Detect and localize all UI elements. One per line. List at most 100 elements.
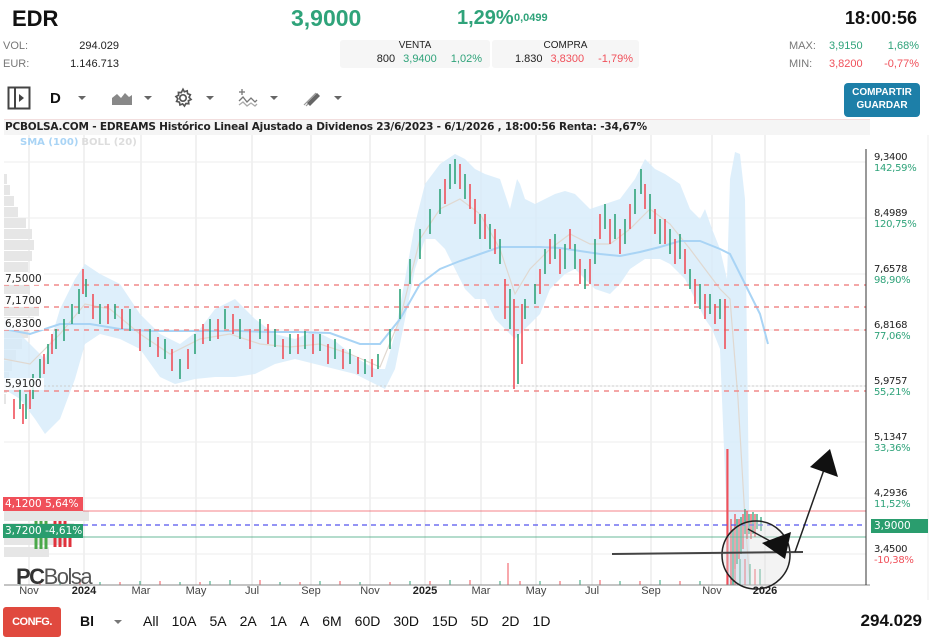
level-label: 7,1700 xyxy=(3,295,44,307)
x-tick: Sep xyxy=(641,585,661,597)
range-2d[interactable]: 2D xyxy=(501,613,520,629)
share-save-button[interactable]: COMPARTIR GUARDAR xyxy=(844,83,920,117)
x-tick: May xyxy=(525,585,547,597)
volume-label: VOL: xyxy=(3,40,29,52)
legend-sma[interactable]: SMA (100) xyxy=(20,137,79,148)
buy-title: COMPRA xyxy=(543,40,588,51)
share-label: COMPARTIR xyxy=(852,87,912,98)
x-tick: Nov xyxy=(702,585,722,597)
volume-row: VOL: 294.029 xyxy=(3,40,119,52)
sell-price: 3,9400 xyxy=(403,53,437,65)
chevron-down-icon xyxy=(334,96,342,100)
save-label: GUARDAR xyxy=(856,100,908,111)
range-6m[interactable]: 6M xyxy=(322,613,342,629)
range-1a[interactable]: 1A xyxy=(269,613,287,629)
max-label: MAX: xyxy=(789,40,816,52)
max-price: 3,9150 xyxy=(829,40,863,52)
chart-title: PCBOLSA.COM - EDREAMS Histórico Lineal A… xyxy=(5,121,647,133)
gear-icon xyxy=(174,87,193,108)
x-tick: May xyxy=(185,585,207,597)
sell-title: VENTA xyxy=(398,40,432,51)
turnover-label: EUR: xyxy=(3,58,30,70)
range-a[interactable]: A xyxy=(299,613,310,629)
volume-total: 294.029 xyxy=(860,611,922,630)
quote-header: EDR 3,9000 1,29% 0,0499 18:00:56 VOL: 294… xyxy=(0,0,935,80)
settings-dropdown[interactable] xyxy=(172,84,214,112)
x-tick: Mar xyxy=(131,585,151,597)
upper-level-badge: 4,1200 5,64% xyxy=(3,497,83,511)
range-all[interactable]: All xyxy=(143,613,159,629)
quote-time: 18:00:56 xyxy=(844,8,917,28)
config-button[interactable]: CONFG. xyxy=(3,607,61,637)
y-axis-label: 5,9757 55,21% xyxy=(874,376,911,398)
x-tick-year: 2024 xyxy=(71,585,97,597)
price-chart[interactable]: PCBOLSA.COM - EDREAMS Histórico Lineal A… xyxy=(0,119,935,600)
buy-pct: -1,79% xyxy=(598,53,633,65)
change-percent: 1,29% xyxy=(457,7,514,29)
range-2a[interactable]: 2A xyxy=(239,613,257,629)
chevron-down-icon xyxy=(270,96,278,100)
chart-legend: SMA (100) BOLL (20) xyxy=(20,137,137,148)
chevron-down-icon xyxy=(206,96,214,100)
current-price-tag: 3,9000 xyxy=(871,519,928,533)
chevron-down-icon[interactable] xyxy=(114,620,122,624)
y-axis-label: 5,1347 33,36% xyxy=(874,432,911,454)
interval-label: D xyxy=(50,89,61,107)
min-pct: -0,77% xyxy=(884,58,919,70)
range-10a[interactable]: 10A xyxy=(171,613,197,629)
lower-level-badge: 3,7200 -4,61% xyxy=(3,524,83,538)
x-tick: Nov xyxy=(360,585,380,597)
range-5d[interactable]: 5D xyxy=(470,613,489,629)
sidebar-toggle-button[interactable] xyxy=(7,84,31,112)
indicators-dropdown[interactable] xyxy=(238,84,278,112)
x-tick: Jul xyxy=(244,585,260,597)
y-axis-label: 8,4989 120,75% xyxy=(874,208,917,230)
sidebar-toggle-icon xyxy=(7,86,31,110)
chart-toolbar: D xyxy=(0,84,935,116)
min-price: 3,8200 xyxy=(829,58,863,70)
x-tick-year: 2025 xyxy=(412,585,438,597)
x-axis: Nov 2024 Mar May Jul Sep Nov 2025 Mar Ma… xyxy=(0,585,870,600)
chart-type-dropdown[interactable] xyxy=(112,84,152,112)
y-axis-label: 9,3400 142,59% xyxy=(874,152,917,174)
day-max-row: MAX: 3,9150 1,68% xyxy=(789,40,919,52)
range-15d[interactable]: 15D xyxy=(432,613,458,629)
level-label: 6,8300 xyxy=(3,318,44,330)
buy-qty: 1.830 xyxy=(514,53,543,65)
chevron-down-icon xyxy=(77,96,86,100)
scale-dropdown[interactable]: Bl xyxy=(80,613,94,629)
chevron-down-icon xyxy=(144,96,152,100)
range-60d[interactable]: 60D xyxy=(354,613,381,629)
range-selector: All 10A 5A 2A 1A A 6M 60D 30D 15D 5D 2D … xyxy=(143,613,563,629)
y-axis-label: 7,6578 98,90% xyxy=(874,264,911,286)
range-1d[interactable]: 1D xyxy=(532,613,551,629)
y-axis-label: 6,8168 77,06% xyxy=(874,320,911,342)
sell-qty: 800 xyxy=(376,53,396,65)
interval-dropdown[interactable]: D xyxy=(50,84,86,112)
buy-quote-box: COMPRA 1.830 3,8300 -1,79% xyxy=(492,40,639,68)
pcbolsa-logo: PCBolsa xyxy=(16,564,93,589)
bottom-bar: CONFG. Bl All 10A 5A 2A 1A A 6M 60D 30D … xyxy=(0,603,935,643)
sell-quote-box: VENTA 800 3,9400 1,02% xyxy=(340,40,490,68)
x-tick: Mar xyxy=(471,585,491,597)
range-30d[interactable]: 30D xyxy=(393,613,420,629)
area-chart-icon xyxy=(112,93,132,105)
max-pct: 1,68% xyxy=(887,40,919,52)
x-tick: Sep xyxy=(301,585,321,597)
buy-price: 3,8300 xyxy=(550,53,585,65)
volume-value: 294.029 xyxy=(79,40,119,52)
x-tick: Jul xyxy=(584,585,600,597)
x-tick-year: 2026 xyxy=(752,585,778,597)
level-label: 5,9100 xyxy=(3,378,44,390)
range-5a[interactable]: 5A xyxy=(209,613,227,629)
drawing-tools-dropdown[interactable] xyxy=(302,84,342,112)
min-label: MIN: xyxy=(789,58,813,70)
ticker-symbol: EDR xyxy=(12,6,59,31)
pencil-icon xyxy=(303,92,320,107)
turnover-value: 1.146.713 xyxy=(70,58,119,70)
legend-boll[interactable]: BOLL (20) xyxy=(81,137,137,148)
y-axis-label: 3,4500 -10,38% xyxy=(874,544,914,566)
chart-canvas xyxy=(3,119,929,600)
turnover-row: EUR: 1.146.713 xyxy=(3,58,119,70)
y-axis-label: 4,2936 11,52% xyxy=(874,488,911,510)
